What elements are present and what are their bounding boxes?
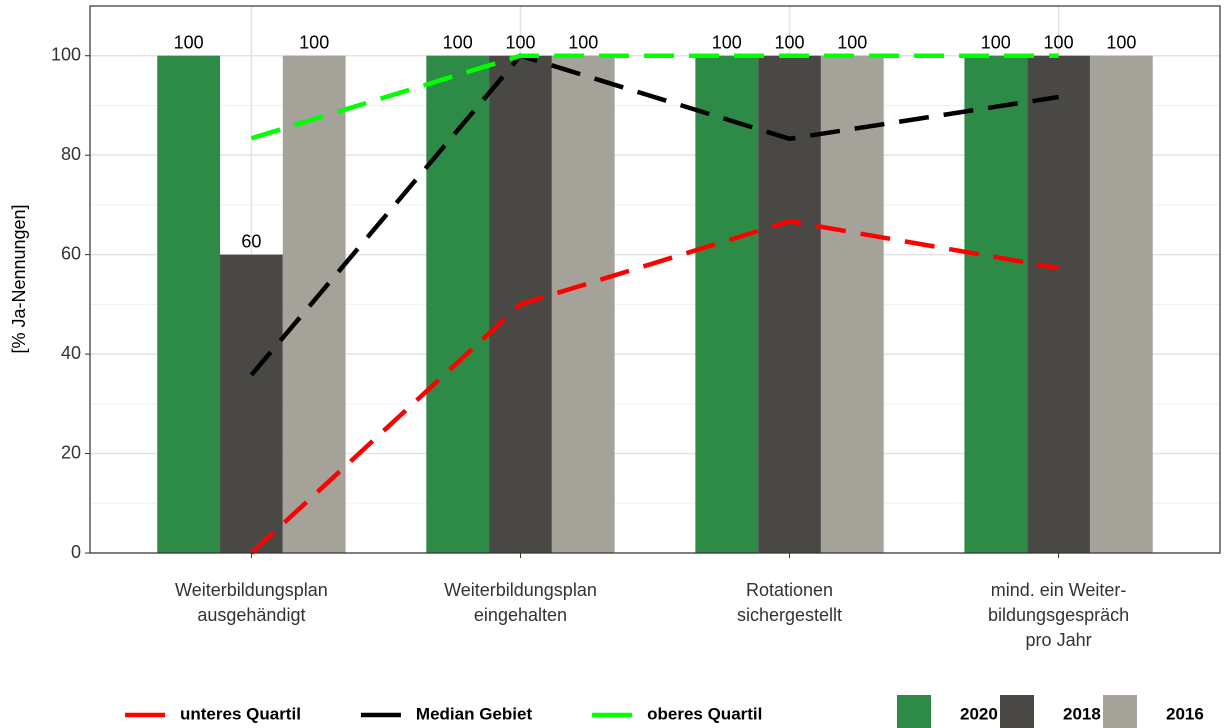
legend-label: 2018: [1063, 704, 1101, 723]
bar: [282, 55, 346, 554]
x-tick-label-line: mind. ein Weiter-: [991, 580, 1127, 600]
data-label: 100: [443, 32, 473, 52]
x-tick-label-line: Rotationen: [746, 580, 833, 600]
legend-label: oberes Quartil: [647, 704, 762, 723]
data-label: 100: [1044, 32, 1074, 52]
legend-label: unteres Quartil: [180, 704, 301, 723]
x-tick-label: Weiterbildungsplan eingehalten: [444, 580, 597, 625]
line: [249, 219, 1059, 555]
bar: [1089, 55, 1153, 554]
legend-label: Median Gebiet: [416, 704, 533, 723]
line: [249, 53, 1059, 377]
data-label: 100: [505, 32, 535, 52]
x-tick-label: Weiterbildungsplan ausgehändigt: [175, 580, 328, 625]
legend-label: 2016: [1166, 704, 1204, 723]
y-axis-label: [% Ja-Nennungen]: [9, 204, 29, 353]
y-tick-label: 40: [61, 343, 81, 363]
data-label: 100: [568, 32, 598, 52]
x-tick-label-line: eingehalten: [474, 605, 567, 625]
data-label: 100: [174, 32, 204, 52]
x-tick-label-line: sichergestellt: [737, 605, 842, 625]
data-label: 100: [981, 32, 1011, 52]
data-label: 100: [712, 32, 742, 52]
bar: [551, 55, 615, 554]
x-tick-label-line: ausgehändigt: [197, 605, 305, 625]
data-label: 100: [837, 32, 867, 52]
bar: [1027, 55, 1090, 554]
data-label: 100: [1106, 32, 1136, 52]
x-tick-label-line: Weiterbildungsplan: [444, 580, 597, 600]
bar: [964, 55, 1028, 554]
data-label: 100: [775, 32, 805, 52]
y-tick-label: 80: [61, 144, 81, 164]
bar: [426, 55, 490, 554]
bar: [695, 55, 759, 554]
panel-border: [89, 5, 1221, 554]
y-tick-label: 20: [61, 442, 81, 462]
y-tick-label: 60: [61, 243, 81, 263]
legend-label: 2020: [960, 704, 998, 723]
x-tick-label: Rotationen sichergestellt: [737, 580, 842, 625]
bar: [820, 55, 884, 554]
x-tick-label-line: bildungsgespräch: [988, 605, 1129, 625]
legend-swatch: [897, 695, 931, 728]
y-tick-label: 100: [51, 44, 81, 64]
bar: [157, 55, 221, 554]
x-tick-label: mind. ein Weiter-bildungsgespräch pro Jah…: [988, 580, 1129, 650]
legend-swatch: [1000, 695, 1034, 728]
legend-swatch: [1103, 695, 1137, 728]
x-tick-label-line: Weiterbildungsplan: [175, 580, 328, 600]
data-label: 60: [241, 231, 261, 251]
data-label: 100: [299, 32, 329, 52]
y-tick-label: 0: [71, 542, 81, 562]
bar: [220, 254, 283, 554]
x-tick-label-line: pro Jahr: [1026, 630, 1092, 650]
line: [250, 53, 1059, 141]
